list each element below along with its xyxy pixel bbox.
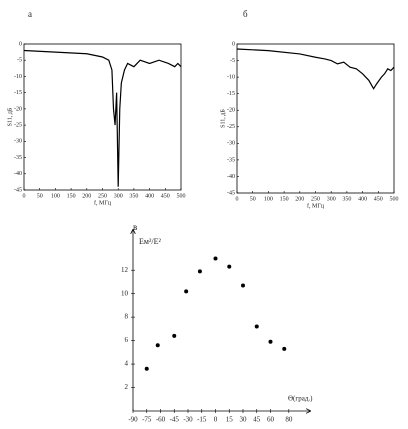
y-tick-label: -5 <box>17 58 22 64</box>
panel-label: а <box>28 9 32 19</box>
y-tick-label: -25 <box>14 122 22 128</box>
y-tick-label: -40 <box>227 174 235 180</box>
data-point <box>184 289 189 294</box>
y-tick-label: 6 <box>125 336 129 344</box>
x-tick-label: -90 <box>128 416 138 424</box>
data-point <box>227 264 232 269</box>
x-tick-label: 350 <box>129 193 138 199</box>
x-tick-label: 200 <box>82 193 91 199</box>
x-tick-label: 0 <box>236 196 239 202</box>
x-tick-label: 500 <box>390 196 399 202</box>
y-tick-label: 10 <box>121 289 129 297</box>
x-tick-label: 100 <box>264 196 273 202</box>
x-tick-label: 450 <box>161 193 170 199</box>
y-axis-label: Eм²/E² <box>139 237 161 246</box>
data-point <box>144 366 149 371</box>
y-tick-label: -20 <box>14 106 22 112</box>
y-tick-label: 0 <box>19 41 22 47</box>
x-tick-label: 60 <box>267 416 275 424</box>
y-tick-label: 2 <box>125 383 129 391</box>
y-tick-label: 8 <box>125 313 129 321</box>
data-point <box>155 343 160 348</box>
y-tick-label: -10 <box>14 74 22 80</box>
panel-label: б <box>243 9 248 19</box>
x-tick-label: 300 <box>327 196 336 202</box>
y-tick-label: -25 <box>227 124 235 130</box>
y-tick-label: -30 <box>227 141 235 147</box>
x-tick-label: 150 <box>67 193 76 199</box>
data-point <box>172 333 177 338</box>
x-tick-label: -30 <box>183 416 193 424</box>
x-tick-label: 45 <box>253 416 261 424</box>
data-point <box>197 269 202 274</box>
x-tick-label: 400 <box>358 196 367 202</box>
plot-frame <box>236 43 395 194</box>
y-tick-label: -45 <box>227 190 235 196</box>
y-tick-label: -15 <box>14 90 22 96</box>
y-tick-label: -40 <box>14 171 22 177</box>
x-axis-label: f, МГц <box>94 199 112 206</box>
x-tick-label: 100 <box>51 193 60 199</box>
x-tick-label: 350 <box>342 196 351 202</box>
x-tick-label: 50 <box>37 193 43 199</box>
x-tick-label: 150 <box>280 196 289 202</box>
x-tick-label: 250 <box>311 196 320 202</box>
y-tick-label: 0 <box>232 41 235 47</box>
data-point <box>213 256 218 261</box>
x-tick-label: 0 <box>23 193 26 199</box>
y-tick-label: -35 <box>227 157 235 163</box>
x-axis-label: f, МГц <box>307 202 325 209</box>
y-tick-label: -35 <box>14 155 22 161</box>
y-axis-label: S11, дБ <box>7 107 13 126</box>
x-tick-label: 450 <box>374 196 383 202</box>
x-tick-label: -15 <box>197 416 207 424</box>
y-tick-label: -45 <box>14 187 22 193</box>
data-point <box>282 346 287 351</box>
y-tick-label: 12 <box>121 266 129 274</box>
y-tick-label: -20 <box>227 108 235 114</box>
x-tick-label: -75 <box>142 416 152 424</box>
data-point <box>254 324 259 329</box>
y-tick-label: -10 <box>227 74 235 80</box>
x-tick-label: -60 <box>156 416 166 424</box>
x-tick-label: 200 <box>295 196 304 202</box>
x-tick-label: 50 <box>250 196 256 202</box>
data-line <box>23 49 182 187</box>
x-tick-label: 300 <box>114 193 123 199</box>
y-tick-label: 4 <box>125 360 129 368</box>
x-tick-label: 80 <box>285 416 293 424</box>
x-tick-label: 0 <box>214 416 218 424</box>
y-tick-label: -30 <box>14 139 22 145</box>
x-tick-label: 500 <box>177 193 186 199</box>
y-tick-label: -15 <box>227 91 235 97</box>
data-line <box>236 48 395 90</box>
x-tick-label: 30 <box>240 416 248 424</box>
panel-label: в <box>133 222 137 232</box>
data-point <box>268 339 273 344</box>
plot-frame <box>23 43 182 191</box>
y-axis-label: S11, дБ <box>220 109 226 128</box>
data-point <box>241 283 245 288</box>
x-axis-label: Θ(град.) <box>288 395 313 403</box>
x-tick-label: 250 <box>98 193 107 199</box>
y-tick-label: -5 <box>230 58 235 64</box>
x-tick-label: 15 <box>226 416 234 424</box>
x-tick-label: -45 <box>170 416 180 424</box>
x-tick-label: 400 <box>145 193 154 199</box>
